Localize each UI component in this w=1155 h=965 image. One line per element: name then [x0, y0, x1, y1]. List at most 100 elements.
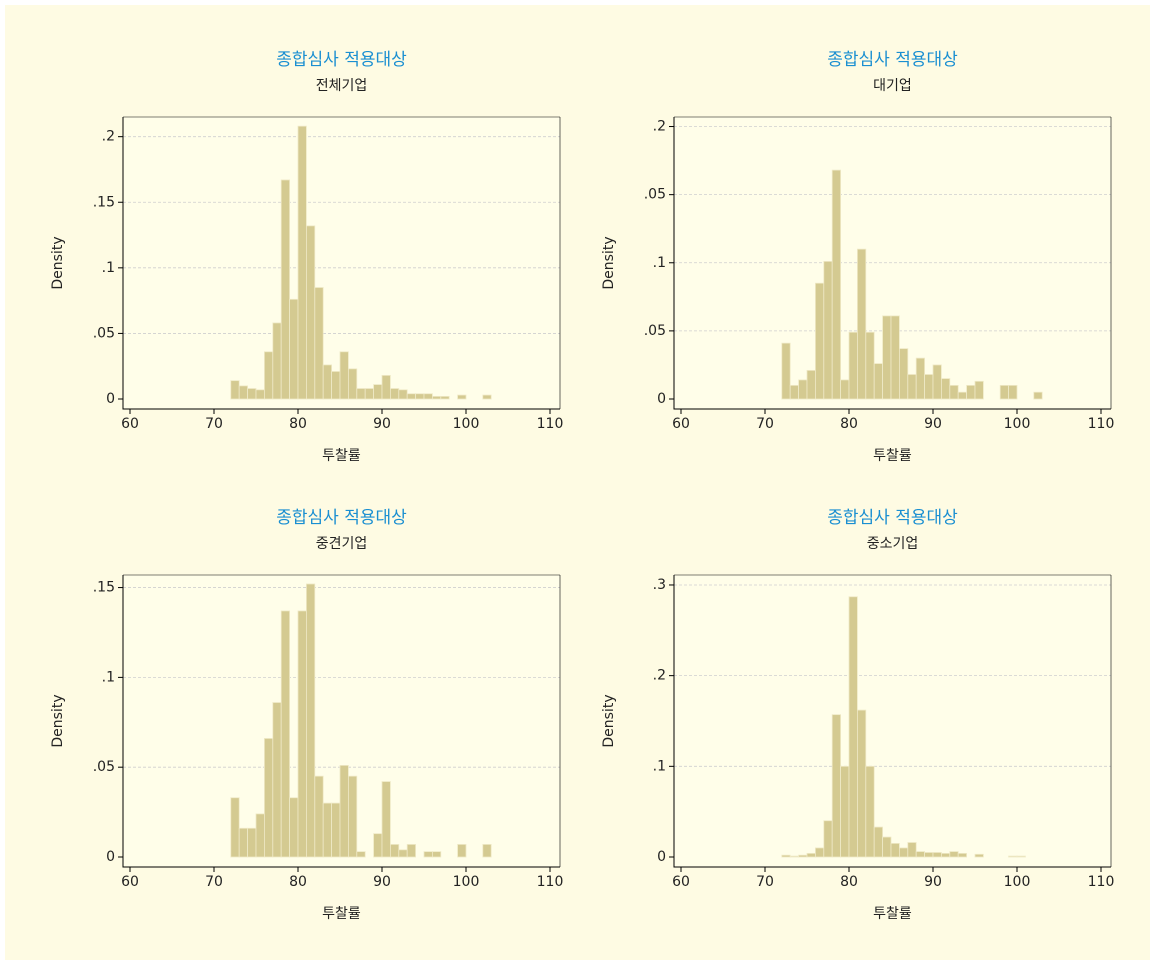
- bar: [949, 384, 959, 400]
- bar: [415, 393, 425, 400]
- bar: [890, 842, 900, 858]
- chart-subtitle: 대기업: [873, 78, 912, 94]
- bar: [941, 852, 951, 858]
- bar: [924, 852, 934, 858]
- bar: [823, 261, 833, 400]
- bar: [406, 844, 417, 858]
- x-tick-label: 100: [453, 874, 480, 890]
- bar: [1008, 384, 1018, 400]
- bar: [999, 384, 1010, 400]
- bar: [331, 371, 341, 400]
- y-axis-label: Density: [50, 694, 66, 747]
- y-tick-label: .15: [93, 194, 115, 210]
- chart-title: 종합심사 적용대상: [276, 50, 407, 70]
- bar: [305, 583, 316, 858]
- chart-title: 종합심사 적용대상: [827, 50, 958, 70]
- bar: [389, 844, 400, 858]
- bar: [932, 364, 942, 400]
- bar: [230, 797, 240, 858]
- bar: [831, 169, 842, 400]
- bar: [297, 125, 307, 400]
- bar: [398, 389, 408, 400]
- bar: [364, 388, 375, 400]
- chart-title: 종합심사 적용대상: [276, 508, 407, 528]
- bar: [848, 596, 858, 858]
- x-tick-label: 70: [756, 416, 774, 432]
- bar: [423, 851, 433, 858]
- y-tick-label: .15: [93, 580, 115, 596]
- y-tick-label: .05: [93, 759, 115, 775]
- bar: [322, 802, 333, 858]
- x-tick-label: 60: [672, 416, 690, 432]
- bar: [831, 714, 842, 858]
- bar: [331, 802, 341, 858]
- bar: [924, 374, 934, 400]
- bar: [899, 847, 909, 858]
- bar: [798, 379, 808, 400]
- bar: [974, 380, 984, 400]
- bar: [957, 852, 968, 858]
- chart-subtitle: 중소기업: [867, 536, 919, 552]
- x-tick-label: 80: [289, 874, 307, 890]
- bar: [389, 388, 400, 400]
- bar: [255, 813, 265, 858]
- bar: [280, 179, 291, 400]
- y-tick-label: 0: [106, 849, 115, 865]
- bar: [347, 368, 358, 400]
- axis-frame: [122, 575, 560, 868]
- bar: [314, 775, 324, 858]
- x-tick-label: 80: [289, 416, 307, 432]
- y-tick-label: .05: [644, 323, 666, 339]
- plot-area: [674, 575, 1111, 867]
- bar: [907, 374, 917, 400]
- bar: [915, 851, 926, 858]
- bar: [339, 764, 349, 858]
- bar: [339, 351, 349, 400]
- bar: [457, 844, 467, 858]
- bar: [815, 282, 825, 400]
- bar: [815, 847, 825, 858]
- chart-title: 종합심사 적용대상: [827, 508, 958, 528]
- y-tick-label: .1: [102, 260, 115, 276]
- bar: [356, 851, 366, 858]
- y-tick-label: 0: [657, 391, 666, 407]
- x-tick-label: 80: [840, 416, 858, 432]
- x-tick-label: 80: [840, 874, 858, 890]
- bar: [272, 322, 282, 400]
- bar: [907, 842, 917, 858]
- x-tick-label: 110: [537, 416, 564, 432]
- bar: [806, 852, 816, 858]
- bar: [789, 384, 800, 400]
- bar: [373, 384, 383, 400]
- bar: [932, 852, 942, 858]
- bar: [305, 225, 316, 400]
- x-tick-label: 70: [756, 874, 774, 890]
- bar: [247, 827, 257, 858]
- bar: [356, 388, 366, 400]
- bar: [865, 765, 875, 858]
- bar: [882, 315, 892, 400]
- bar: [857, 248, 867, 400]
- bar: [289, 298, 299, 400]
- x-tick-label: 60: [121, 874, 139, 890]
- chart-subtitle: 전체기업: [316, 78, 368, 94]
- bar: [899, 348, 909, 400]
- x-axis-label: 투찰률: [873, 906, 912, 922]
- y-tick-label: .1: [653, 255, 666, 271]
- bar: [823, 820, 833, 858]
- x-axis-label: 투찰률: [322, 448, 361, 464]
- bar: [873, 826, 884, 858]
- bar: [941, 378, 951, 400]
- bar: [431, 851, 442, 858]
- y-tick-label: .1: [653, 758, 666, 774]
- bar: [840, 765, 850, 858]
- bar: [1008, 855, 1018, 858]
- bar: [280, 610, 291, 858]
- bar: [289, 797, 299, 858]
- y-tick-label: 0: [657, 849, 666, 865]
- bar: [398, 849, 408, 858]
- x-tick-label: 90: [373, 874, 391, 890]
- bar: [848, 331, 858, 400]
- x-tick-label: 60: [121, 416, 139, 432]
